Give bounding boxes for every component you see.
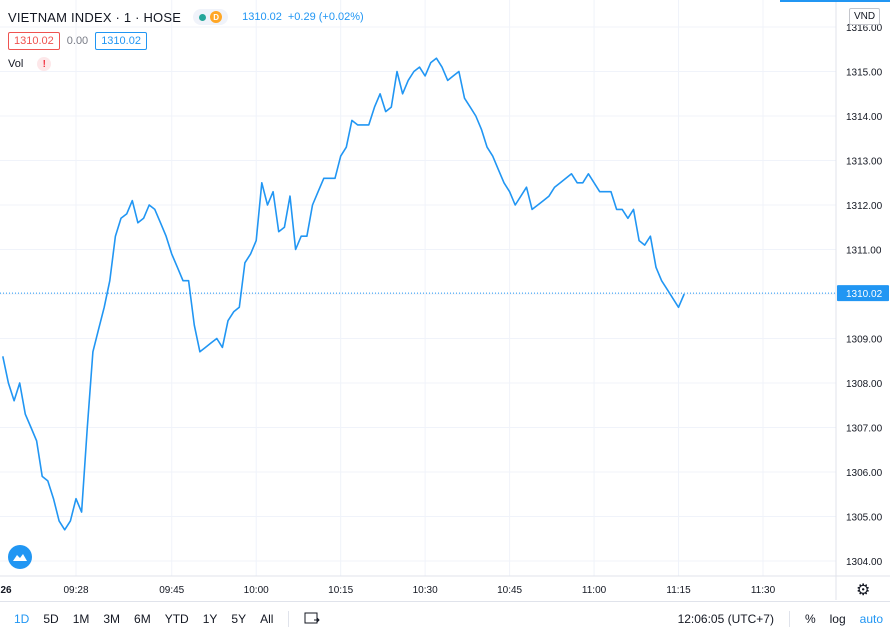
range-button-all[interactable]: All (260, 612, 274, 626)
price-line-series (2, 57, 685, 531)
x-tick-label: 10:00 (244, 585, 269, 596)
y-tick-label: 1312.00 (846, 201, 883, 212)
tradingview-logo-icon[interactable] (8, 545, 32, 569)
legend-change: +0.29 (+0.02%) (287, 11, 364, 23)
compare-date-range-icon[interactable] (297, 611, 327, 628)
log-scale-toggle[interactable]: log (829, 612, 846, 626)
top-accent-bar (780, 0, 890, 2)
auto-scale-toggle[interactable]: auto (859, 612, 883, 626)
range-button-1y[interactable]: 1Y (202, 612, 218, 626)
series-layer: 1310.02 (0, 57, 889, 531)
y-tick-label: 1313.00 (846, 157, 883, 168)
price-chart[interactable]: 1304.00 1305.00 1306.00 1307.00 1308.00 1309.… (0, 0, 890, 600)
bottom-toolbar: 1D 5D 1M 3M 6M YTD 1Y 5Y All 12:06:05 (UTC+7) % … (0, 601, 890, 636)
right-tools: 12:06:05 (UTC+7) % log auto (671, 602, 890, 636)
grid-layer (0, 0, 836, 576)
last-price-marker (837, 285, 889, 302)
settings-gear-icon[interactable]: ⚙ (856, 582, 871, 599)
y-tick-label: 1307.00 (846, 424, 883, 435)
delayed-badge-icon: D (210, 11, 223, 23)
x-tick-label: 09:45 (159, 585, 184, 596)
last-price-label: 1310.02 (846, 289, 883, 300)
buy-price-box[interactable]: 1310.02 (95, 32, 147, 50)
y-tick-label: 1315.00 (846, 68, 883, 79)
percent-scale-toggle[interactable]: % (804, 612, 816, 626)
range-button-1m[interactable]: 1M (72, 612, 90, 626)
range-selector: 1D 5D 1M 3M 6M YTD 1Y 5Y All (7, 612, 280, 626)
market-open-dot-icon (199, 13, 207, 21)
y-tick-label: 1314.00 (846, 112, 883, 123)
volume-label[interactable]: Vol (8, 58, 24, 70)
legend-price: 1310.02 (242, 11, 282, 23)
y-tick-label: 1306.00 (846, 468, 883, 479)
range-button-1d[interactable]: 1D (14, 612, 30, 626)
y-tick-label: 1309.00 (846, 335, 883, 346)
chart-legend: VIETNAM INDEX · 1 · HOSE D 1310.02 +0.29… (8, 8, 364, 71)
toolbar-divider-right (788, 611, 790, 627)
toolbar-divider (288, 611, 290, 627)
x-tick-label: 09:28 (63, 585, 88, 596)
range-button-5y[interactable]: 5Y (231, 612, 247, 626)
range-button-5d[interactable]: 5D (43, 612, 59, 626)
x-tick-label: 10:45 (497, 585, 522, 596)
x-tick-label: 26 (0, 585, 12, 596)
x-tick-label: 11:00 (582, 585, 607, 596)
range-button-3m[interactable]: 3M (103, 612, 121, 626)
x-tick-label: 10:30 (413, 585, 438, 596)
market-status-pill[interactable]: D (193, 9, 229, 25)
sell-price-box[interactable]: 1310.02 (8, 32, 60, 50)
spread-value: 0.00 (66, 35, 89, 47)
x-tick-label: 11:15 (666, 585, 691, 596)
time-axis: 26 09:28 09:45 10:00 10:15 10:30 10:45 11:00 11:… (0, 575, 890, 596)
currency-button[interactable]: VND (849, 8, 881, 25)
range-button-ytd[interactable]: YTD (164, 612, 189, 626)
x-tick-label: 11:30 (751, 585, 776, 596)
y-tick-label: 1305.00 (846, 513, 883, 524)
clock-text[interactable]: 12:06:05 (UTC+7) (677, 612, 774, 626)
range-button-6m[interactable]: 6M (134, 612, 151, 626)
symbol-title[interactable]: VIETNAM INDEX · 1 · HOSE (8, 9, 182, 25)
y-tick-label: 1316.00 (846, 23, 883, 34)
y-tick-label: 1308.00 (846, 379, 883, 390)
chart-area[interactable]: 1304.00 1305.00 1306.00 1307.00 1308.00 1309.… (0, 0, 890, 600)
x-tick-label: 10:15 (328, 585, 353, 596)
y-tick-label: 1304.00 (846, 557, 883, 568)
y-tick-label: 1311.00 (846, 246, 882, 257)
volume-warning-icon[interactable]: ! (37, 57, 52, 71)
